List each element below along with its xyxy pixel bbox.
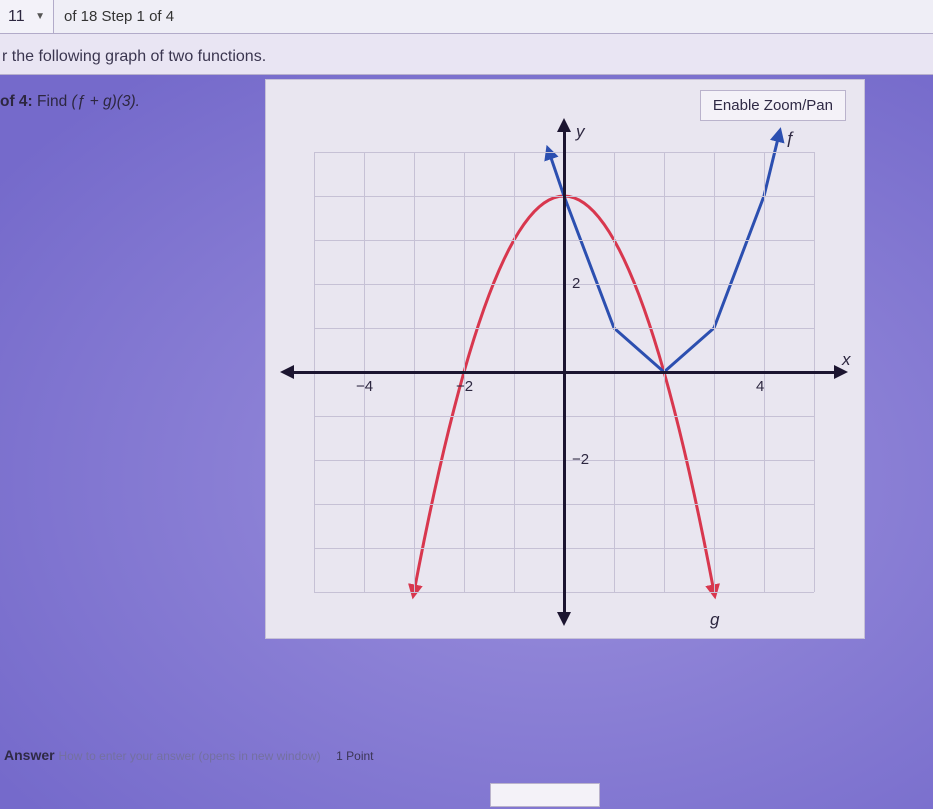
instruction-text: r the following graph of two functions. (0, 48, 933, 66)
question-nav: 11 ▼ of 18 Step 1 of 4 (0, 0, 933, 34)
answer-row: Answer How to enter your answer (opens i… (4, 747, 374, 763)
y-axis-label: y (576, 122, 585, 142)
f-curve-label: ƒ (785, 128, 794, 148)
graph-panel: Enable Zoom/Pan −4−242−2 y x ƒ g (265, 79, 865, 639)
step-verb: Find (37, 93, 67, 110)
step-expression: (ƒ + g)(3). (72, 93, 140, 110)
instruction-bar: r the following graph of two functions. (0, 34, 933, 75)
question-dropdown[interactable]: 11 ▼ (0, 0, 54, 33)
step-info: of 18 Step 1 of 4 (54, 0, 184, 33)
enable-zoom-button[interactable]: Enable Zoom/Pan (700, 90, 846, 121)
g-curve-label: g (710, 610, 719, 630)
answer-points: 1 Point (336, 749, 373, 763)
coordinate-grid[interactable]: −4−242−2 (314, 152, 814, 592)
chevron-down-icon: ▼ (35, 11, 45, 22)
step-prefix: of 4: (0, 93, 33, 110)
x-axis-label: x (842, 350, 851, 370)
current-question-number: 11 (8, 8, 25, 26)
answer-label: Answer (4, 747, 55, 763)
answer-input[interactable] (490, 783, 600, 807)
answer-hint-link[interactable]: How to enter your answer (opens in new w… (58, 749, 320, 763)
content-area: of 4: Find (ƒ + g)(3). Enable Zoom/Pan −… (0, 75, 933, 809)
